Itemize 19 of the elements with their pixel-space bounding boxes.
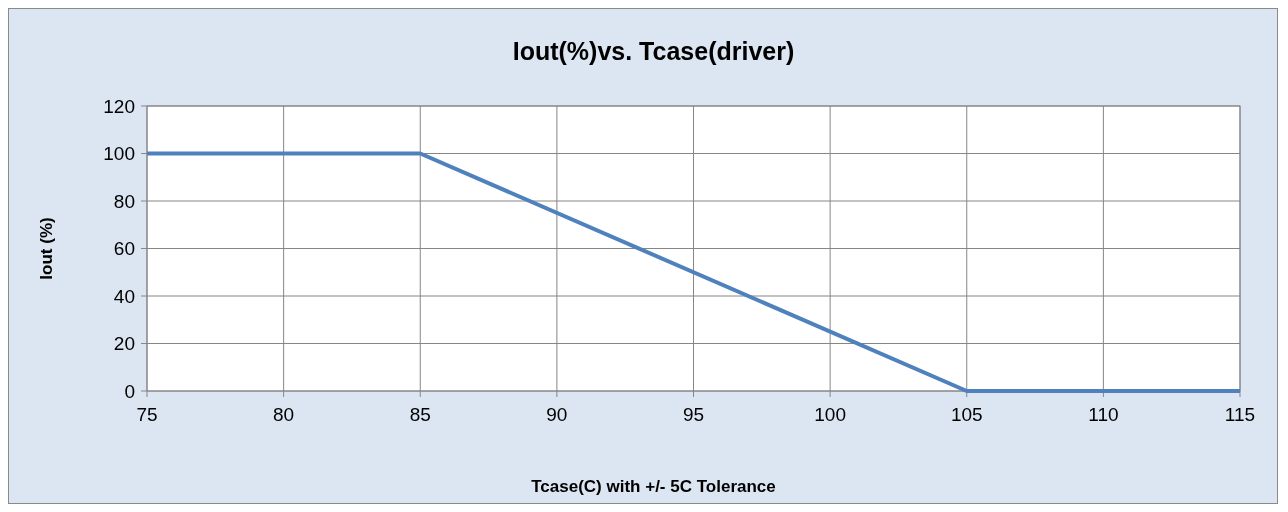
y-axis-title: Iout (%) [37,217,56,280]
x-axis-title: Tcase(C) with +/- 5C Tolerance [531,477,776,496]
x-tick-label: 75 [136,404,158,425]
x-tick-label: 90 [546,404,568,425]
x-tick-label: 115 [1224,404,1256,425]
chart-title: Iout(%)vs. Tcase(driver) [512,37,795,65]
x-tick-label: 85 [409,404,431,425]
x-tick-label: 100 [814,404,846,425]
y-tick-label: 0 [124,380,135,402]
x-tick-label: 80 [273,404,295,425]
y-tick-label: 40 [113,285,135,307]
x-tick-label: 105 [950,404,983,425]
y-tick-label: 60 [113,238,135,260]
y-tick-label: 20 [113,333,135,355]
x-tick-label: 95 [682,404,705,425]
y-tick-label: 80 [113,190,135,212]
y-tick-label: 120 [103,95,135,117]
x-tick-label: 110 [1088,404,1119,425]
y-tick-label: 100 [103,143,135,165]
